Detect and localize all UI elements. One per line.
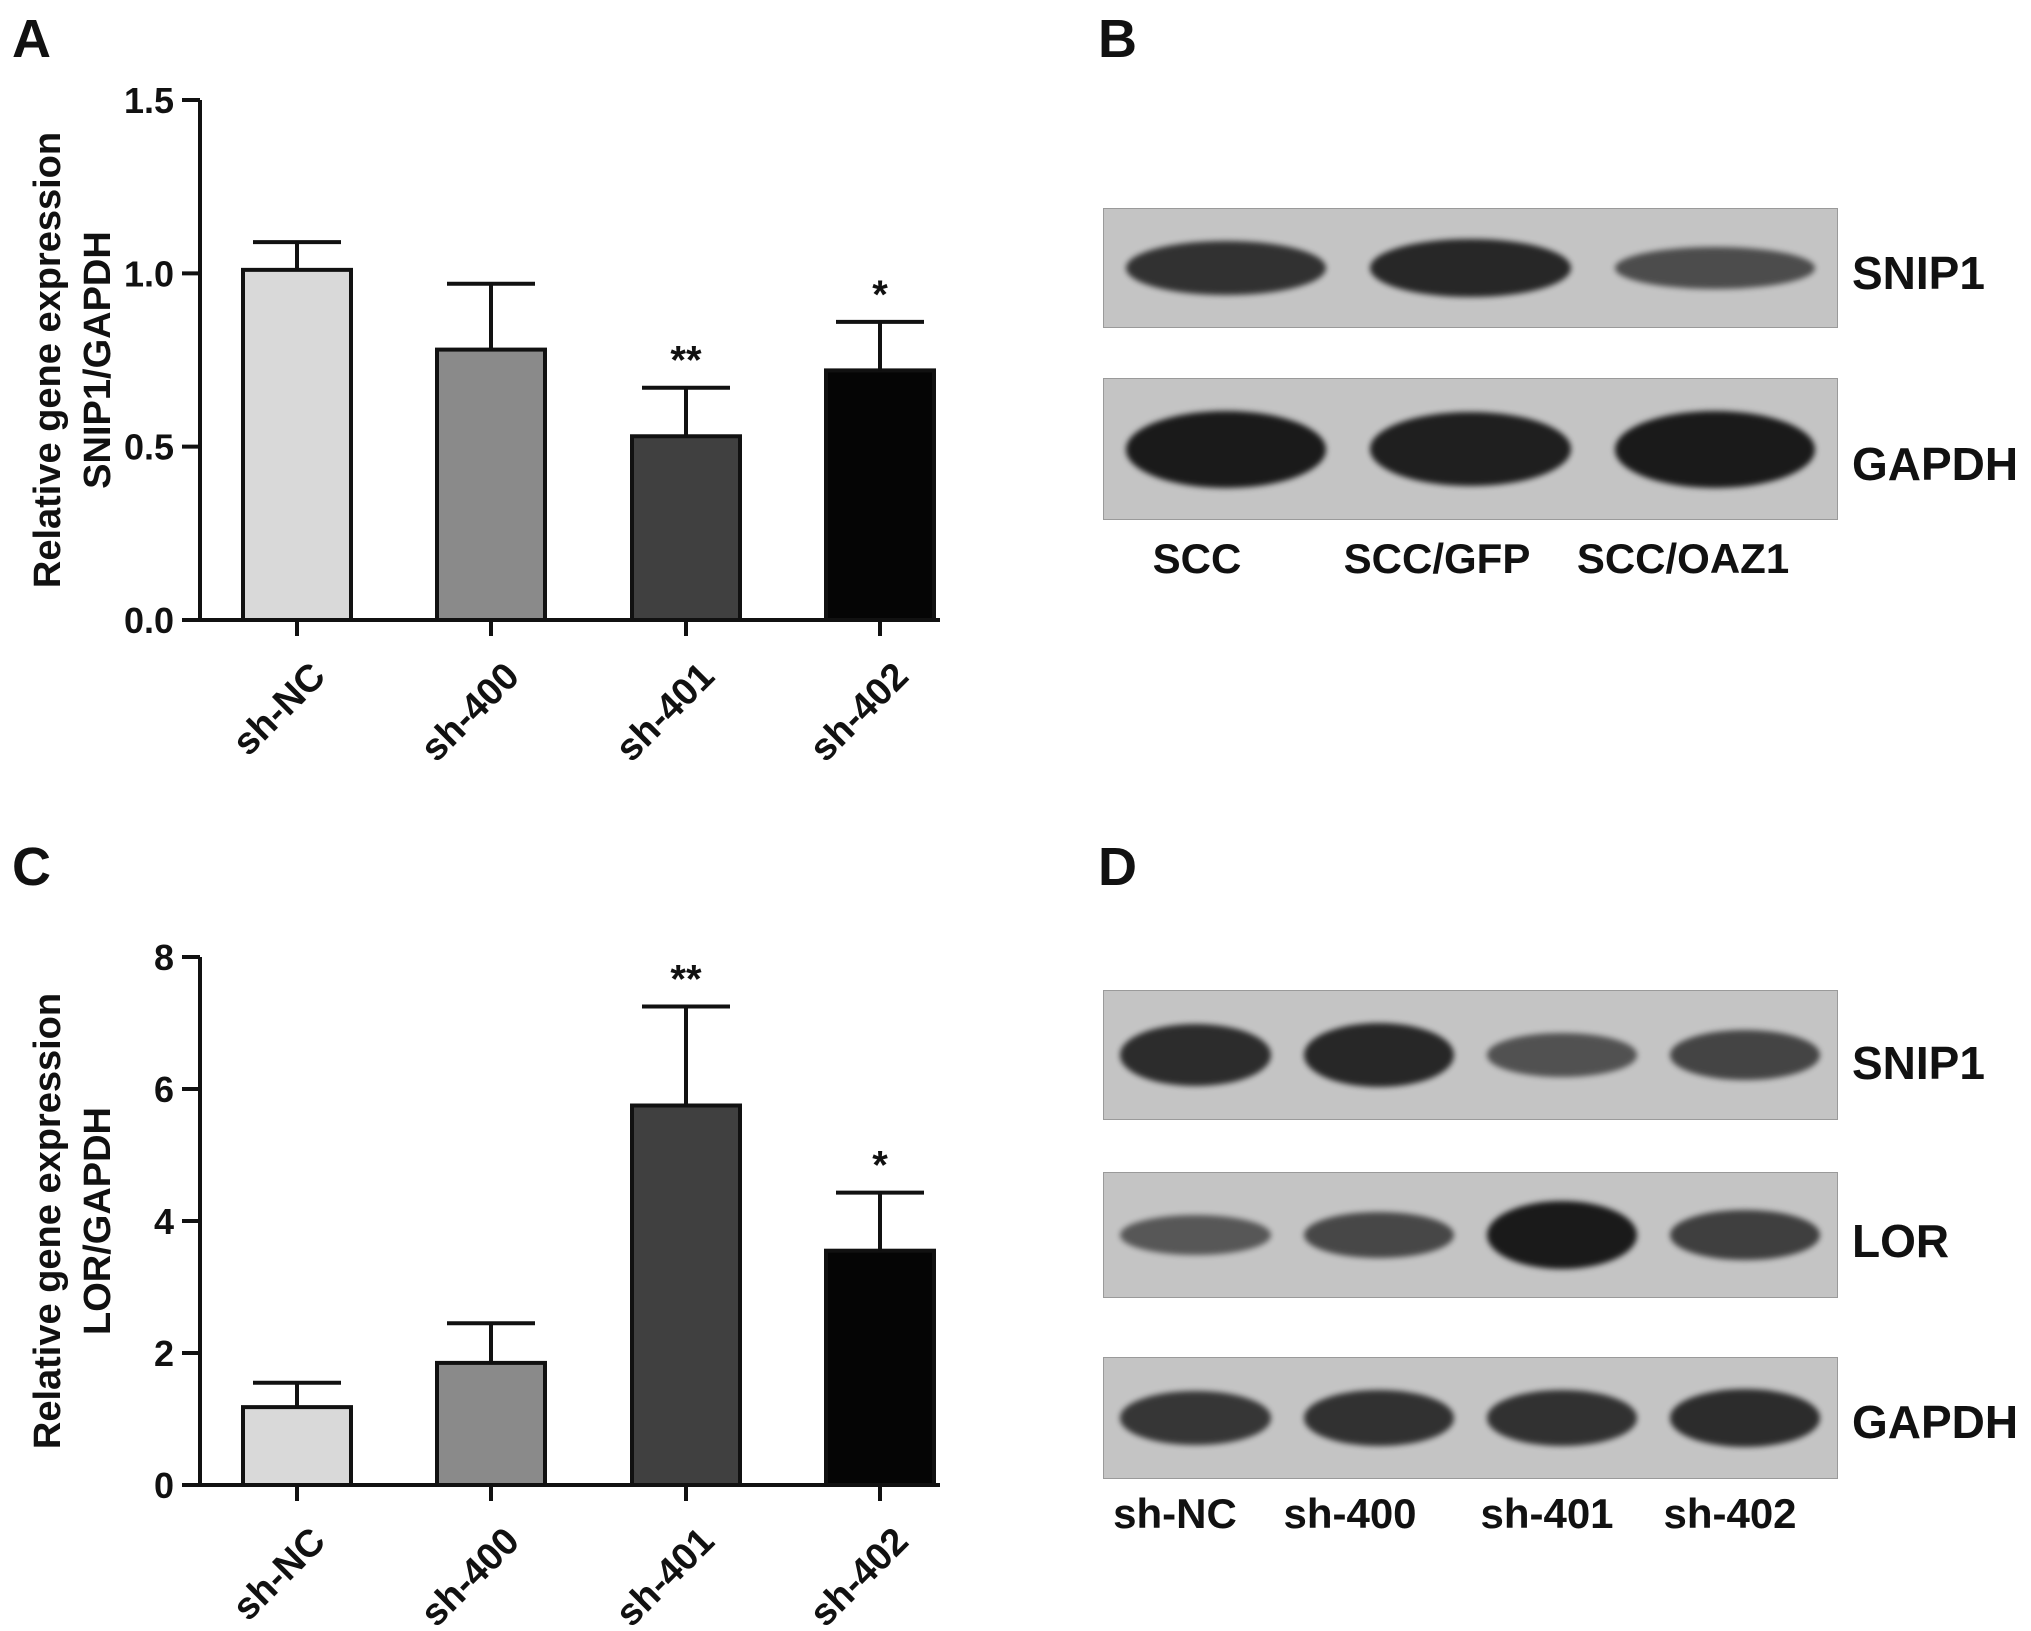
panel-letter-d: D [1098,837,1137,897]
chart-a-bar-sh-402 [824,368,936,622]
chart-a-y-tick-label: 1.5 [124,80,174,121]
blot-b-row-label-snip1: SNIP1 [1852,247,1985,299]
blot-d-band-gapdh-3 [1670,1389,1821,1447]
blot-b-band-gapdh-2 [1614,410,1815,488]
blot-d-row-1 [1103,1172,1838,1298]
blot-b-band-snip1-0 [1125,240,1327,296]
blot-b-lane-label-0: SCC [1152,535,1242,582]
blot-d-band-lor-1 [1303,1211,1454,1259]
blot-d-band-gapdh-0 [1120,1391,1271,1445]
panel-letter-a: A [12,9,51,69]
bar-chart-a: 0.0 0.5 1.0 1.5 Relative gene expression SNIP… [27,80,940,770]
panel-letter-b: B [1098,9,1137,69]
blot-d-row-label-lor: LOR [1852,1215,1950,1267]
blot-d-band-gapdh-2 [1486,1390,1638,1446]
chart-c-y-axis-label-line2: LOR/GAPDH [77,1107,119,1335]
blot-d-band-lor-0 [1120,1215,1271,1255]
chart-c-y-tick-label: 2 [154,1333,174,1374]
chart-a-bar-sh-NC [241,267,353,622]
chart-a-y-axis-label-line1: Relative gene expression [27,132,69,588]
chart-a-y-tick-label: 0.0 [124,600,174,641]
chart-c-bar-sh-401 [630,1103,742,1487]
blot-d-row-label-gapdh: GAPDH [1852,1396,2019,1448]
blot-d-band-lor-3 [1670,1209,1821,1261]
chart-a-y-tick-label: 0.5 [124,427,174,468]
blot-b-band-gapdh-0 [1125,410,1327,488]
blot-d-band-snip1-2 [1486,1033,1638,1077]
chart-a-significance-sh-401: ** [670,339,702,383]
chart-a-y-tick-label: 1.0 [124,253,174,294]
chart-c-y-tick-label: 8 [154,937,174,978]
blot-d-lane-label-2: sh-401 [1480,1490,1614,1537]
chart-c-bar-sh-400 [435,1360,547,1488]
blot-d-band-gapdh-1 [1303,1390,1454,1446]
western-blot-b: SNIP1 GAPDH SCC SCC/GFP SCC/OAZ1 [0,0,2031,800]
blot-b-lane-label-1: SCC/GFP [1343,535,1531,582]
blot-b-band-gapdh-1 [1370,411,1571,487]
chart-c-bar-sh-NC [241,1405,353,1487]
chart-c-significance-sh-401: ** [670,958,702,1002]
blot-b-band-snip1-2 [1614,246,1815,290]
chart-c-significance-sh-402: * [872,1144,888,1188]
blot-d-row-label-snip1: SNIP1 [1852,1037,1985,1089]
blot-b-lane-label-2: SCC/OAZ1 [1576,535,1790,582]
blot-b-row-label-gapdh: GAPDH [1852,438,2019,490]
blot-d-row-0 [1103,990,1838,1120]
chart-c-y-tick-label: 4 [154,1201,174,1242]
chart-a-y-axis-label-line2: SNIP1/GAPDH [77,231,119,489]
chart-c-y-tick-label: 0 [154,1465,174,1506]
blot-d-lane-label-0: sh-NC [1113,1490,1237,1537]
blot-b-row-0 [1103,208,1838,328]
blot-d-band-snip1-1 [1303,1023,1454,1087]
blot-b-band-snip1-1 [1370,238,1571,298]
chart-c-y-axis-label-line1: Relative gene expression [27,993,69,1449]
blot-d-band-lor-2 [1486,1200,1638,1270]
blot-d-lane-label-3: sh-402 [1663,1490,1797,1537]
chart-a-bar-sh-401 [630,434,742,622]
blot-d-lane-label-1: sh-400 [1283,1490,1417,1537]
chart-a-significance-sh-402: * [872,273,888,317]
blot-b-row-1 [1103,378,1838,520]
panel-letter-c: C [12,837,51,897]
chart-c-bar-sh-402 [824,1248,936,1488]
chart-c-y-tick-label: 6 [154,1069,174,1110]
blot-d-row-2 [1103,1357,1838,1479]
blot-d-band-snip1-3 [1670,1029,1821,1081]
blot-d-band-snip1-0 [1120,1024,1271,1086]
